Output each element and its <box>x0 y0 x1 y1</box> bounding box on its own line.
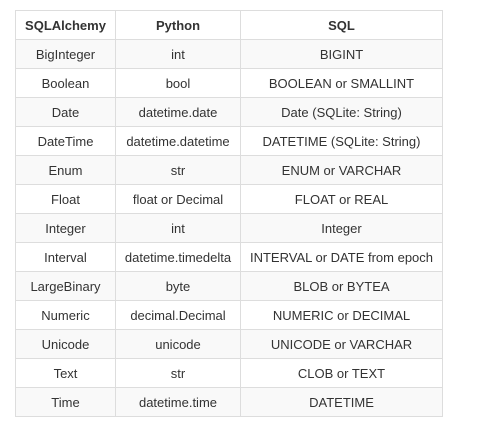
cell-sql: DATETIME (SQLite: String) <box>240 126 443 156</box>
cell-sqlalchemy: Integer <box>15 213 116 243</box>
table-row: LargeBinary byte BLOB or BYTEA <box>15 271 443 301</box>
cell-python: bool <box>115 68 241 98</box>
cell-sql: INTERVAL or DATE from epoch <box>240 242 443 272</box>
type-mapping-table: SQLAlchemy Python SQL BigInteger int BIG… <box>15 10 443 417</box>
table-row: Unicode unicode UNICODE or VARCHAR <box>15 329 443 359</box>
cell-sqlalchemy: DateTime <box>15 126 116 156</box>
cell-sqlalchemy: Text <box>15 358 116 388</box>
table-row: Date datetime.date Date (SQLite: String) <box>15 97 443 127</box>
cell-sqlalchemy: Interval <box>15 242 116 272</box>
cell-python: int <box>115 39 241 69</box>
table-row: Boolean bool BOOLEAN or SMALLINT <box>15 68 443 98</box>
header-python: Python <box>115 10 241 40</box>
cell-python: byte <box>115 271 241 301</box>
cell-sql: UNICODE or VARCHAR <box>240 329 443 359</box>
cell-sql: Date (SQLite: String) <box>240 97 443 127</box>
cell-sqlalchemy: Numeric <box>15 300 116 330</box>
cell-sql: FLOAT or REAL <box>240 184 443 214</box>
cell-python: datetime.date <box>115 97 241 127</box>
cell-sql: ENUM or VARCHAR <box>240 155 443 185</box>
table-row: DateTime datetime.datetime DATETIME (SQL… <box>15 126 443 156</box>
cell-sqlalchemy: LargeBinary <box>15 271 116 301</box>
header-sqlalchemy: SQLAlchemy <box>15 10 116 40</box>
table-row: Integer int Integer <box>15 213 443 243</box>
cell-sqlalchemy: Enum <box>15 155 116 185</box>
cell-python: str <box>115 358 241 388</box>
table-row: Enum str ENUM or VARCHAR <box>15 155 443 185</box>
cell-sqlalchemy: BigInteger <box>15 39 116 69</box>
cell-python: float or Decimal <box>115 184 241 214</box>
table-body: BigInteger int BIGINT Boolean bool BOOLE… <box>15 39 443 417</box>
cell-sql: BLOB or BYTEA <box>240 271 443 301</box>
cell-python: int <box>115 213 241 243</box>
table-row: Float float or Decimal FLOAT or REAL <box>15 184 443 214</box>
cell-sql: BIGINT <box>240 39 443 69</box>
cell-sql: BOOLEAN or SMALLINT <box>240 68 443 98</box>
cell-sqlalchemy: Time <box>15 387 116 417</box>
header-sql: SQL <box>240 10 443 40</box>
table-row: Text str CLOB or TEXT <box>15 358 443 388</box>
table-header: SQLAlchemy Python SQL <box>15 10 443 40</box>
cell-sql: NUMERIC or DECIMAL <box>240 300 443 330</box>
table-row: BigInteger int BIGINT <box>15 39 443 69</box>
cell-sql: DATETIME <box>240 387 443 417</box>
cell-python: datetime.datetime <box>115 126 241 156</box>
cell-sql: Integer <box>240 213 443 243</box>
cell-sql: CLOB or TEXT <box>240 358 443 388</box>
cell-python: unicode <box>115 329 241 359</box>
header-row: SQLAlchemy Python SQL <box>15 10 443 40</box>
cell-sqlalchemy: Float <box>15 184 116 214</box>
cell-python: str <box>115 155 241 185</box>
cell-python: datetime.timedelta <box>115 242 241 272</box>
table-row: Interval datetime.timedelta INTERVAL or … <box>15 242 443 272</box>
cell-python: decimal.Decimal <box>115 300 241 330</box>
cell-sqlalchemy: Unicode <box>15 329 116 359</box>
table-row: Time datetime.time DATETIME <box>15 387 443 417</box>
cell-python: datetime.time <box>115 387 241 417</box>
cell-sqlalchemy: Date <box>15 97 116 127</box>
cell-sqlalchemy: Boolean <box>15 68 116 98</box>
table-row: Numeric decimal.Decimal NUMERIC or DECIM… <box>15 300 443 330</box>
